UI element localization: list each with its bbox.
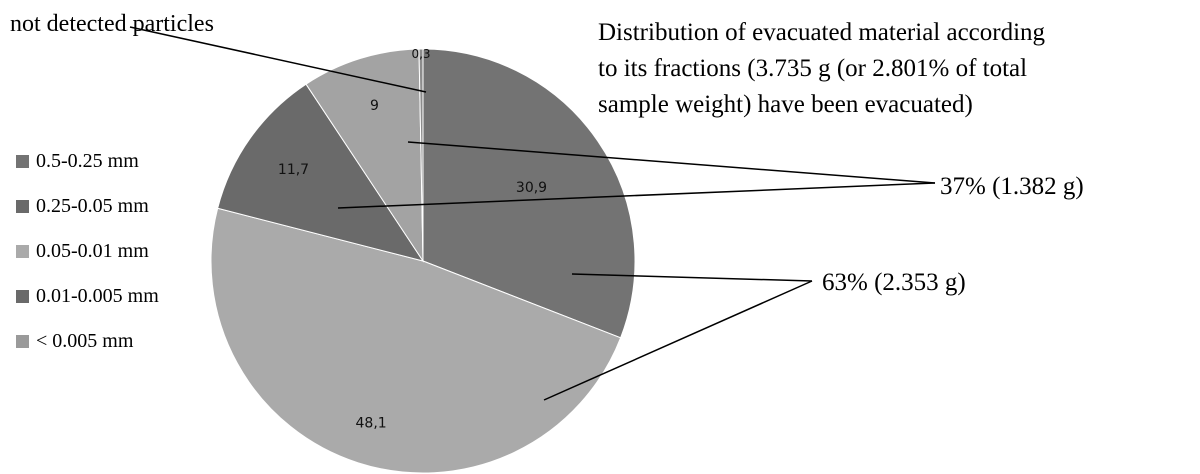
pie-slices (210, 48, 636, 474)
legend-label-3: 0.05-0.01 mm (36, 240, 149, 262)
legend-swatch-1 (16, 155, 29, 168)
slice-value-label-3: 11,7 (278, 162, 309, 178)
chart-legend: 0.5-0.25 mm 0.25-0.05 mm 0.05-0.01 mm 0.01-… (16, 150, 159, 352)
leader-line-5 (543, 280, 813, 401)
slice-value-label-5: 0,3 (411, 47, 430, 61)
chart-title-line-2: to its fractions (3.735 g (or 2.801% of … (598, 55, 1027, 82)
leader-line-1 (129, 26, 427, 93)
legend-label-2: 0.25-0.05 mm (36, 195, 149, 217)
pie-slice-4 (305, 48, 424, 263)
pie-slice-1 (422, 48, 636, 339)
pie-slice-3 (217, 83, 425, 262)
legend-label-5: < 0.005 mm (36, 330, 134, 352)
leader-line-2 (407, 141, 936, 184)
chart-title: Distribution of evacuated material accor… (598, 19, 1046, 118)
leader-line-4 (571, 273, 813, 282)
pie-slice-2 (210, 207, 622, 474)
annotation-not-detected: not detected particles (10, 11, 214, 37)
annotation-leader-lines (129, 26, 936, 401)
legend-swatch-3 (16, 245, 29, 258)
slice-value-label-4: 9 (370, 98, 379, 114)
legend-label-4: 0.01-0.005 mm (36, 285, 159, 307)
slice-value-label-2: 48,1 (356, 416, 387, 432)
legend-swatch-2 (16, 200, 29, 213)
legend-swatch-4 (16, 290, 29, 303)
legend-label-1: 0.5-0.25 mm (36, 150, 139, 172)
chart-title-line-3: sample weight) have been evacuated) (598, 91, 973, 118)
annotation-63-percent: 63% (2.353 g) (822, 269, 966, 296)
slice-value-label-1: 30,9 (516, 180, 547, 196)
pie-slice-5 (418, 48, 424, 262)
leader-line-3 (337, 182, 936, 209)
annotation-37-percent: 37% (1.382 g) (940, 173, 1084, 200)
slice-value-labels: 30,9 48,1 11,7 9 0,3 (278, 47, 547, 431)
chart-title-line-1: Distribution of evacuated material accor… (598, 19, 1046, 46)
legend-swatch-5 (16, 335, 29, 348)
